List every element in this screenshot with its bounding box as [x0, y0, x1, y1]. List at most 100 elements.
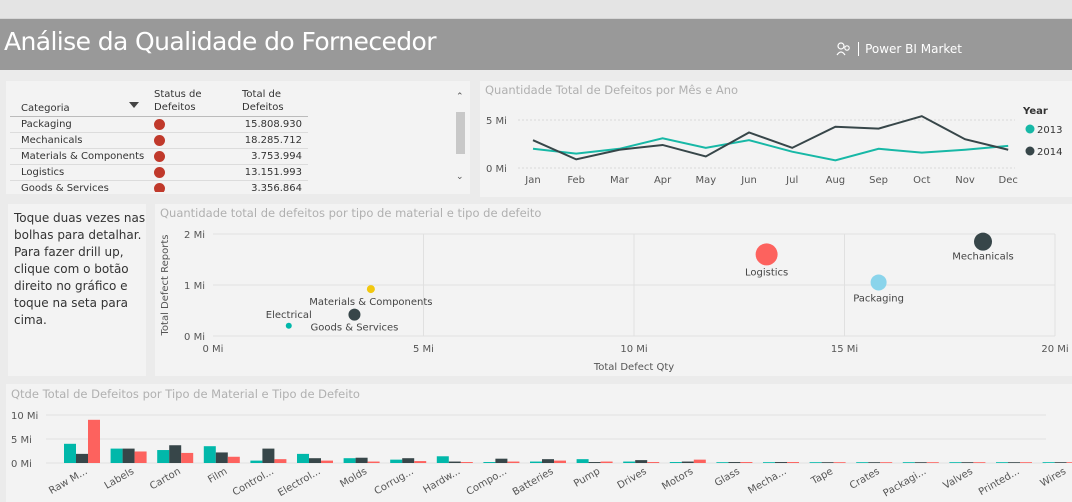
bar: [134, 451, 147, 463]
bar: [203, 446, 216, 463]
table-row[interactable]: Packaging 15.808.930: [10, 117, 308, 133]
y-tick-label: 5 Mi: [11, 435, 32, 446]
header-total-line1: Total de: [242, 89, 282, 100]
bar: [448, 461, 461, 463]
row-categoria: Materials & Components: [21, 151, 145, 162]
bar: [321, 460, 333, 463]
bubble-logistics: [755, 243, 778, 266]
x-tick-label: Dec: [999, 175, 1018, 186]
bar: [1054, 462, 1067, 463]
x-tick-label: Aug: [826, 175, 846, 186]
bar: [390, 459, 403, 463]
bar: [681, 461, 694, 463]
x-tick-label: Compo...: [465, 466, 509, 498]
bar: [436, 456, 449, 463]
bar: [716, 462, 729, 463]
x-axis-title: Total Defect Qty: [593, 362, 674, 373]
bubble-label: Goods & Services: [311, 323, 399, 334]
bar-chart-panel: [6, 384, 1072, 502]
bar: [250, 460, 263, 463]
bubble-label: Electrical: [266, 310, 312, 321]
bar: [530, 461, 542, 463]
bar: [88, 419, 100, 463]
scatter-chart-title: Quantidade total de defeitos por tipo de…: [160, 206, 542, 220]
table-row[interactable]: Mechanicals 18.285.712: [10, 133, 308, 149]
bar: [647, 462, 660, 463]
x-tick-label: Sep: [869, 175, 888, 186]
scroll-thumb[interactable]: [456, 112, 465, 154]
bubble-label: Logistics: [745, 267, 788, 278]
bar: [343, 458, 356, 463]
y-axis-title: Total Defect Reports: [160, 234, 171, 336]
bar: [856, 462, 869, 463]
bar: [181, 452, 194, 463]
bar: [926, 462, 939, 463]
series-line-2013: [532, 137, 1009, 162]
table-scrollbar[interactable]: ⌃ ⌄: [456, 92, 466, 186]
header-status[interactable]: Status de Defeitos: [154, 88, 202, 114]
x-tick-label: Pump: [572, 466, 602, 490]
legend-marker-2014: [1025, 146, 1035, 156]
bar: [1008, 462, 1020, 463]
series-line-2014: [532, 115, 1009, 161]
bar: [554, 460, 566, 463]
y-tick-label: 1 Mi: [184, 281, 205, 292]
y-tick-label: 0 Mi: [486, 164, 507, 175]
x-tick-label: Crates: [848, 466, 882, 492]
bar: [495, 458, 508, 463]
sort-desc-icon[interactable]: [128, 101, 140, 109]
status-dot: [154, 135, 165, 146]
x-tick-label: Packagi...: [882, 466, 929, 499]
bar: [973, 462, 986, 463]
bar: [122, 448, 135, 463]
table-row[interactable]: Materials & Components 3.753.994: [10, 149, 308, 165]
row-total: 15.808.930: [244, 119, 302, 130]
bar: [110, 448, 123, 463]
top-strip: [0, 0, 1072, 19]
header-categoria[interactable]: Categoria: [21, 103, 70, 114]
bar: [949, 462, 962, 463]
y-tick-label: 0 Mi: [184, 332, 205, 343]
legend-label-2014: 2014: [1037, 147, 1062, 158]
brand-name: Power BI Market: [865, 42, 962, 56]
x-tick-label: Drives: [616, 466, 649, 491]
bar-chart[interactable]: 0 Mi 5 Mi 10 Mi Raw M... Labels Carton Film Con…: [6, 402, 1072, 502]
bar: [623, 461, 636, 463]
scatter-chart[interactable]: 0 Mi 1 Mi 2 Mi 0 Mi 5 Mi 10 Mi 15 Mi 20 Mi Total…: [155, 222, 1072, 376]
instruction-panel: [8, 204, 146, 376]
table-row[interactable]: Logistics 13.151.993: [10, 165, 308, 181]
bubble-label: Mechanicals: [952, 252, 1013, 263]
bubble-label: Materials & Components: [309, 297, 432, 308]
bar: [693, 459, 706, 463]
brand-block[interactable]: Power BI Market: [836, 42, 962, 56]
bar: [763, 462, 775, 463]
bubble-goods-services: [348, 308, 361, 321]
bar: [996, 462, 1008, 463]
scroll-down-icon[interactable]: ⌄: [456, 172, 464, 182]
bar: [576, 459, 589, 463]
header-total[interactable]: Total de Defeitos: [242, 88, 284, 114]
legend-title: Year: [1022, 106, 1048, 117]
bar: [588, 462, 601, 463]
row-categoria: Mechanicals: [21, 135, 83, 146]
x-tick-label: May: [695, 175, 716, 186]
bar: [914, 462, 927, 463]
header-total-line2: Defeitos: [242, 102, 284, 113]
row-total: 13.151.993: [244, 167, 302, 178]
line-chart-panel: [480, 81, 1072, 197]
table-row[interactable]: Goods & Services 3.356.864: [10, 181, 308, 192]
table-header-divider: [10, 116, 308, 117]
line-chart[interactable]: 5 Mi 0 Mi Jan Feb Mar Apr May Jun Jul Aug Sep Oct No…: [480, 100, 1072, 195]
status-dot: [154, 119, 165, 130]
bubble-materials-components: [366, 285, 375, 294]
bar: [1020, 462, 1032, 463]
bar: [367, 461, 380, 463]
x-tick-label: 5 Mi: [413, 344, 434, 355]
bar: [728, 462, 741, 463]
x-tick-label: Molds: [338, 466, 369, 490]
scroll-up-icon[interactable]: ⌃: [456, 92, 464, 102]
bubble-packaging: [870, 274, 887, 291]
bar: [64, 443, 76, 463]
x-tick-label: Apr: [654, 175, 672, 186]
x-tick-label: Feb: [567, 175, 585, 186]
